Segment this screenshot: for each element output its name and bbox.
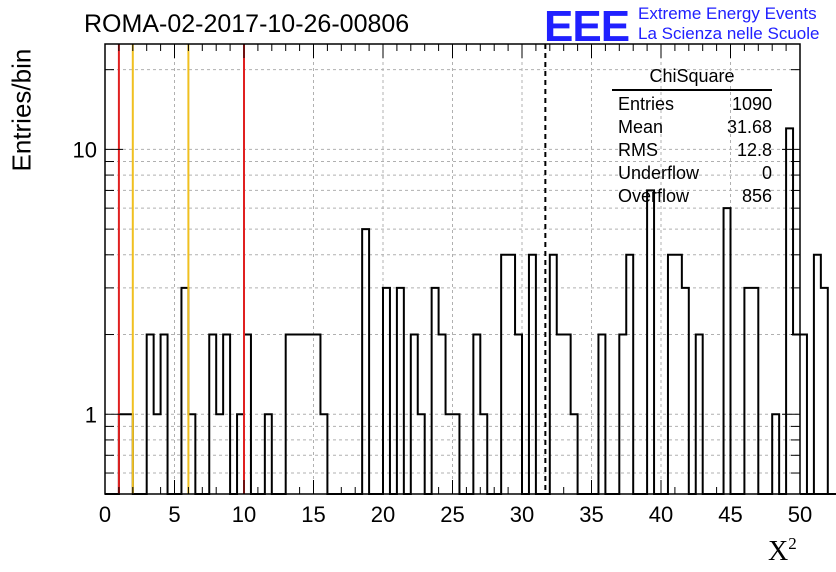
x-tick-label: 35 (579, 502, 603, 527)
stats-row-mean: Mean 31.68 (612, 116, 772, 139)
y-axis-label: Entries/bin (6, 48, 37, 172)
stats-label: Overflow (618, 186, 690, 206)
stats-label: RMS (618, 140, 658, 160)
stats-value: 0 (761, 163, 772, 183)
logo-line-2: La Scienza nelle Scuole (638, 24, 820, 43)
x-tick-label: 5 (168, 502, 180, 527)
histogram-bin (626, 255, 633, 494)
histogram-bin (181, 288, 188, 494)
histogram-bin (529, 255, 536, 494)
histogram-bin (397, 288, 404, 494)
x-tick-label: 25 (440, 502, 464, 527)
x-tick-label: 20 (371, 502, 395, 527)
x-tick-label: 40 (649, 502, 673, 527)
histogram-bin (647, 190, 654, 494)
x-tick-label: 30 (510, 502, 534, 527)
histogram-bin (744, 288, 751, 494)
x-tick-label: 15 (301, 502, 325, 527)
histogram-bin (751, 288, 758, 494)
stats-row-entries: Entries 1090 (612, 93, 772, 116)
histogram-outline (105, 127, 836, 495)
x-axis-label-base: X (768, 536, 789, 567)
stats-label: Underflow (618, 163, 700, 183)
x-axis-label-superscript: 2 (788, 534, 797, 553)
stats-row-rms: RMS 12.8 (612, 139, 772, 162)
stats-title: ChiSquare (612, 66, 772, 91)
y-tick-label: 1 (85, 402, 97, 427)
stats-label: Mean (618, 117, 664, 137)
stats-value: 1090 (731, 94, 772, 114)
histogram-bin (682, 288, 689, 494)
histogram-bin (675, 255, 682, 494)
stats-value: 12.8 (736, 140, 772, 160)
histogram-bin (786, 128, 793, 494)
stats-row-underflow: Underflow 0 (612, 162, 772, 185)
histogram-bin (814, 255, 821, 494)
histogram-bin (668, 255, 675, 494)
histogram-bin (508, 255, 515, 494)
histogram-bin (724, 208, 731, 494)
stats-value: 856 (741, 186, 772, 206)
stats-box: ChiSquare Entries 1090 Mean 31.68 RMS 12.8 … (612, 66, 772, 208)
histogram-bin (362, 229, 369, 494)
y-tick-label: 10 (73, 137, 97, 162)
stats-row-overflow: Overflow 856 (612, 185, 772, 208)
chart-title: ROMA-02-2017-10-26-00806 (84, 10, 410, 38)
histogram-bin (800, 335, 807, 494)
histogram-bin (550, 255, 557, 494)
x-axis-label: X2 (768, 534, 797, 568)
histogram-bin (432, 288, 439, 494)
logo-line-1: Extreme Energy Events (638, 4, 817, 23)
x-tick-label: 0 (99, 502, 111, 527)
histogram-bin (821, 288, 828, 494)
histogram-bin (501, 255, 508, 494)
stats-value: 31.68 (726, 117, 772, 137)
x-tick-label: 45 (718, 502, 742, 527)
stats-label: Entries (618, 94, 675, 114)
x-tick-label: 10 (232, 502, 256, 527)
x-tick-label: 50 (788, 502, 812, 527)
eee-logo-mark: EEE (544, 2, 630, 51)
histogram-bin (383, 288, 390, 494)
